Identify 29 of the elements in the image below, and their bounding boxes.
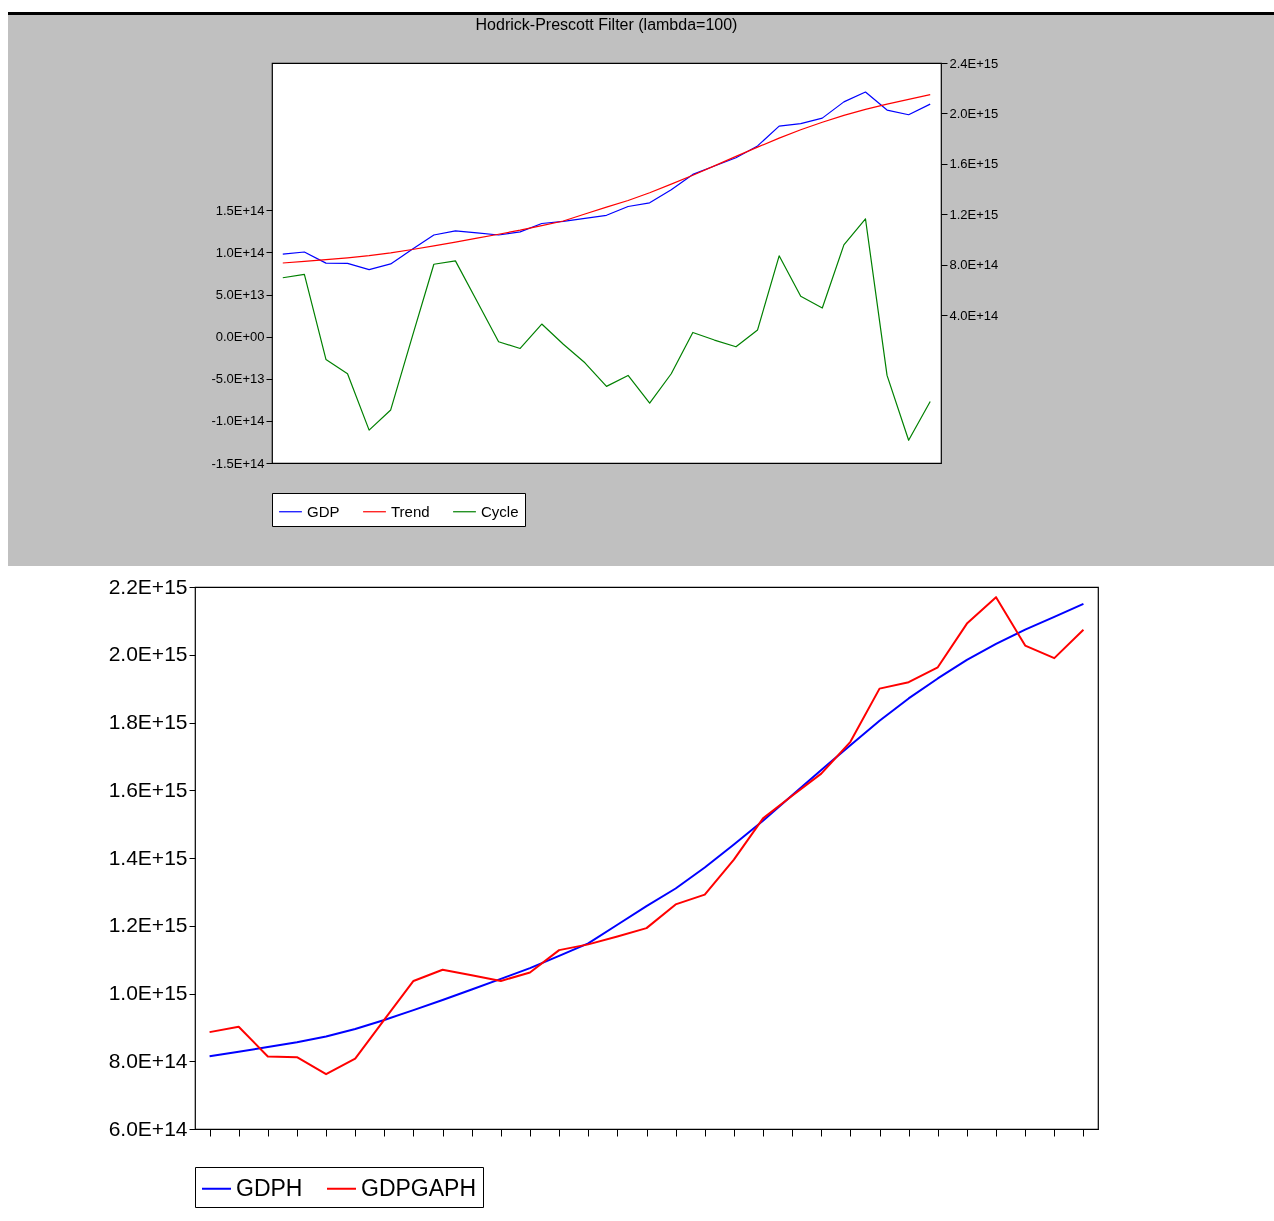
y-tick-label: 1.6E+15 [108,777,188,801]
legend-label: GDPGAPH [361,1174,477,1201]
y2-tick-label: 8.0E+14 [949,257,999,273]
y2-tick-label: 2.4E+15 [949,55,999,71]
y-tick-label: 1.5E+14 [215,202,265,218]
y-tick-label: 1.2E+15 [108,913,188,937]
y2-tick-label: 2.0E+15 [949,105,999,121]
legend-label: Trend [391,502,430,520]
y-tick-label: 1.4E+15 [108,845,188,869]
y2-tick-label: 1.2E+15 [949,206,999,222]
y2-tick-label: 4.0E+14 [949,307,999,323]
y-tick-label: 6.0E+14 [108,1116,188,1140]
y-tick-label: 2.0E+15 [108,642,188,666]
y2-tick-label: 1.6E+15 [949,156,999,172]
legend-label: Cycle [481,502,519,520]
chart-title: Hodrick-Prescott Filter (lambda=100) [475,16,738,33]
y-tick-label: 5.0E+13 [215,287,265,303]
y-tick-label: 1.0E+15 [108,981,188,1004]
y-tick-label: -1.5E+14 [211,455,265,471]
line-series [282,218,931,441]
y-tick-label: -1.0E+14 [211,413,265,429]
legend-label: GDP [307,502,340,520]
y-tick-label: 1.8E+15 [108,710,188,733]
y-tick-label: 8.0E+14 [108,1048,188,1072]
y-tick-label: 2.2E+15 [108,574,188,598]
legend-label: GDPH [236,1174,303,1201]
y-tick-label: 0.0E+00 [215,329,265,345]
y-tick-label: -5.0E+13 [211,371,265,387]
y-tick-label: 1.0E+14 [215,244,265,260]
